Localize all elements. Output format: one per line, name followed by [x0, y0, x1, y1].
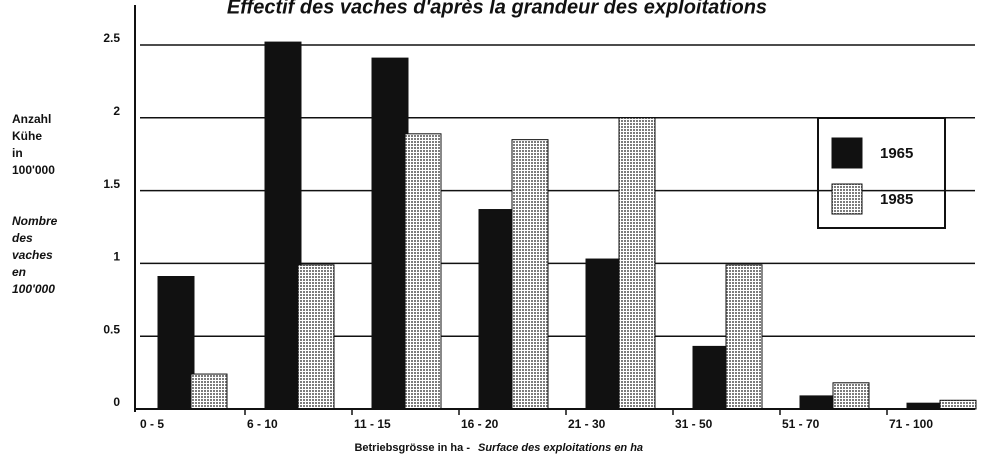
- y-axis-label: 100'000: [12, 163, 55, 177]
- bar: [799, 395, 837, 410]
- y-tick-label: 1: [113, 250, 120, 264]
- bar: [157, 276, 195, 410]
- legend-label: 1985: [880, 191, 913, 208]
- x-tick-label: 31 - 50: [675, 417, 713, 431]
- y-axis-label: Nombre: [12, 214, 58, 228]
- bar: [478, 209, 516, 410]
- bar: [511, 139, 549, 410]
- bar: [404, 133, 442, 410]
- bar: [297, 264, 335, 410]
- y-axis-label: des: [12, 231, 33, 245]
- bar: [939, 399, 977, 410]
- bar: [585, 258, 623, 410]
- y-tick-label: 2.5: [103, 31, 120, 45]
- y-axis-label: vaches: [12, 248, 53, 262]
- x-tick-label: 71 - 100: [889, 417, 933, 431]
- bar: [264, 41, 302, 410]
- x-axis-label: Betriebsgrösse in ha -: [354, 442, 470, 454]
- y-tick-label: 1.5: [103, 177, 120, 191]
- chart-title: Effectif des vaches d'après la grandeur …: [227, 0, 767, 18]
- x-tick-label: 51 - 70: [782, 417, 820, 431]
- y-axis-label: 100'000: [12, 282, 55, 296]
- x-axis-label: Surface des exploitations en ha: [478, 442, 643, 454]
- bar: [190, 373, 228, 410]
- x-tick-label: 16 - 20: [461, 417, 499, 431]
- bar: [692, 345, 730, 410]
- x-tick-label: 21 - 30: [568, 417, 606, 431]
- y-axis-label: en: [12, 265, 26, 279]
- bar: [371, 57, 409, 410]
- y-tick-label: 0: [113, 395, 120, 409]
- legend-label: 1965: [880, 145, 913, 162]
- y-axis-label: in: [12, 146, 23, 160]
- bar: [832, 382, 870, 410]
- legend-swatch: [831, 137, 863, 169]
- x-tick-label: 0 - 5: [140, 417, 164, 431]
- y-axis-label: Kühe: [12, 129, 42, 143]
- x-tick-label: 11 - 15: [354, 417, 391, 431]
- y-tick-label: 0.5: [103, 322, 120, 336]
- y-axis-label: Anzahl: [12, 112, 51, 126]
- bar: [725, 264, 763, 410]
- bar: [618, 117, 656, 410]
- y-tick-label: 2: [113, 104, 120, 118]
- legend-swatch: [831, 183, 863, 215]
- x-tick-label: 6 - 10: [247, 417, 278, 431]
